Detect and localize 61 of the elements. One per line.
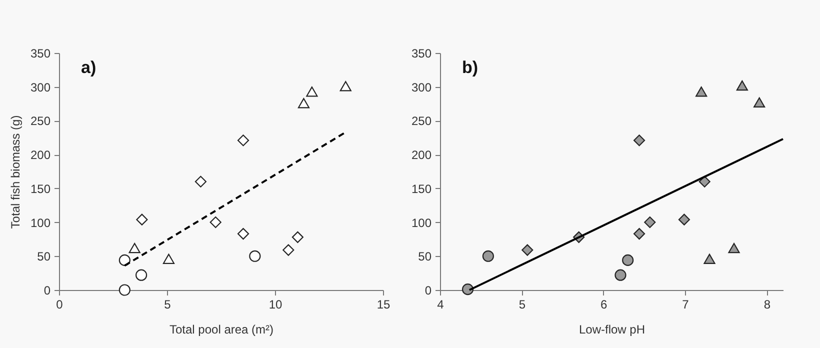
x-tick-label: 4 xyxy=(437,298,444,312)
point xyxy=(614,269,626,281)
point xyxy=(194,176,206,188)
y-tick-label: 100 xyxy=(411,216,432,230)
y-tick-label: 300 xyxy=(30,80,51,94)
point xyxy=(118,284,130,296)
y-tick-label: 300 xyxy=(411,80,432,94)
point xyxy=(754,97,766,108)
x-tick-label: 0 xyxy=(56,298,64,312)
y-tick-label: 0 xyxy=(44,284,51,298)
point xyxy=(644,216,656,228)
chart-title: b) xyxy=(462,58,478,77)
y-tick-label: 50 xyxy=(418,250,432,264)
point xyxy=(340,81,352,92)
point xyxy=(728,242,740,254)
point xyxy=(128,242,140,254)
point xyxy=(696,86,708,97)
y-tick-label: 200 xyxy=(30,148,51,162)
point xyxy=(136,214,148,226)
point xyxy=(292,231,304,243)
y-tick-label: 350 xyxy=(411,46,432,60)
x-tick-label: 10 xyxy=(268,298,282,312)
point xyxy=(622,254,634,266)
point xyxy=(298,98,310,108)
point xyxy=(136,269,148,281)
point xyxy=(482,250,494,262)
point xyxy=(249,250,261,262)
point xyxy=(282,244,294,256)
x-tick-label: 8 xyxy=(764,298,771,312)
y-tick-label: 250 xyxy=(411,114,432,128)
point xyxy=(736,80,748,91)
chart-title: a) xyxy=(81,58,96,77)
y-tick-label: 200 xyxy=(411,148,432,162)
x-tick-label: 5 xyxy=(164,298,172,312)
y-axis-title: Total fish biomass (g) xyxy=(8,115,22,229)
y-tick-label: 250 xyxy=(30,114,51,128)
x-tick-label: 5 xyxy=(518,298,526,312)
y-tick-label: 350 xyxy=(30,46,51,60)
y-tick-label: 150 xyxy=(411,182,432,196)
x-tick-label: 6 xyxy=(600,298,608,312)
point xyxy=(118,254,130,266)
point xyxy=(237,134,250,146)
point xyxy=(210,216,222,228)
y-tick-label: 100 xyxy=(30,216,51,230)
point xyxy=(522,244,534,256)
x-axis-title: Total pool area (m²) xyxy=(169,322,274,336)
point xyxy=(162,254,175,264)
x-tick-label: 15 xyxy=(376,298,390,312)
point xyxy=(633,134,646,146)
y-tick-label: 0 xyxy=(424,284,432,298)
point xyxy=(237,228,250,240)
point xyxy=(306,86,318,97)
x-tick-label: 7 xyxy=(682,298,690,312)
point xyxy=(704,254,716,264)
point xyxy=(678,214,690,226)
point xyxy=(462,284,474,296)
point xyxy=(633,228,646,240)
point xyxy=(698,176,710,188)
x-axis-title: Low-flow pH xyxy=(578,322,646,336)
y-tick-label: 50 xyxy=(37,250,51,264)
y-tick-label: 150 xyxy=(30,182,51,196)
